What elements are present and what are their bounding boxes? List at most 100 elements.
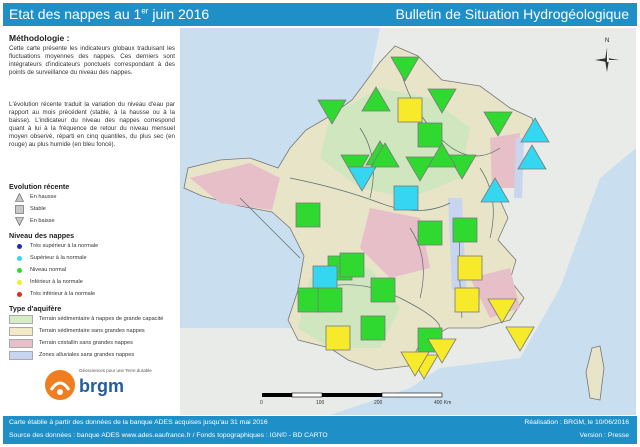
triangle-down-icon bbox=[15, 216, 24, 226]
footer-version: Version : Presse bbox=[579, 432, 630, 439]
indicator-triangle-down bbox=[317, 99, 347, 125]
zone-cristallin bbox=[490, 133, 520, 188]
indicator-triangle-down bbox=[400, 351, 430, 377]
title-main: Etat des nappes au 1 bbox=[9, 6, 142, 22]
indicator-square bbox=[452, 217, 478, 243]
legend-label: Supérieur à la normale bbox=[30, 255, 87, 261]
legend-niveau-superieur: Supérieur à la normale bbox=[15, 253, 87, 263]
corsica bbox=[585, 345, 605, 401]
indicator-triangle-up bbox=[427, 142, 457, 168]
footer-realisation: Réalisation : BRGM, le 10/06/2016 bbox=[524, 419, 629, 426]
zone-cristallin bbox=[360, 208, 430, 278]
indicator-square bbox=[457, 255, 483, 281]
page-title: Etat des nappes au 1er juin 2016 bbox=[9, 6, 209, 22]
indicator-markers bbox=[295, 56, 550, 380]
indicator-square bbox=[454, 287, 480, 313]
bulletin-subtitle: Bulletin de Situation Hydrogéologique bbox=[395, 6, 630, 22]
legend-label: Inférieur à la normale bbox=[30, 279, 83, 285]
indicator-triangle-down bbox=[347, 166, 377, 192]
scale-tick-100: 100 bbox=[316, 400, 325, 406]
footer-source: Source des données : banque ADES www.ade… bbox=[9, 432, 328, 439]
map-panel: N 0 100 200 400 Km bbox=[180, 28, 636, 415]
indicator-triangle-down bbox=[505, 326, 535, 352]
legend-aquifere-sedimentaire: Terrain sédimentaire sans grandes nappes bbox=[9, 326, 145, 336]
indicator-square bbox=[370, 277, 396, 303]
zone-cristallin bbox=[190, 163, 280, 210]
legend-niveau-normal: Niveau normal bbox=[15, 265, 66, 275]
triangle-up-icon bbox=[15, 192, 24, 202]
scale-bar-graphic bbox=[262, 392, 443, 398]
legend-niveau-tres-superieur: Très supérieur à la normale bbox=[15, 241, 98, 251]
scale-tick-0: 0 bbox=[260, 400, 263, 406]
title-superscript: er bbox=[141, 6, 149, 16]
legend-label: Terrain cristallin sans grandes nappes bbox=[39, 340, 133, 346]
evolution-legend-title: Evolution récente bbox=[9, 182, 70, 191]
title-bar: Etat des nappes au 1er juin 2016 Bulleti… bbox=[3, 3, 637, 26]
indicator-square bbox=[325, 325, 351, 351]
cyan-dot-icon bbox=[17, 255, 22, 261]
aquifer-swatch bbox=[9, 314, 33, 324]
indicator-triangle-up bbox=[480, 177, 510, 203]
scale-tick-400: 400 Km bbox=[434, 400, 452, 406]
legend-label: Zones alluviales sans grandes nappes bbox=[39, 352, 135, 358]
aquifer-swatch bbox=[9, 326, 33, 336]
legend-evolution-stable: Stable bbox=[15, 204, 46, 214]
north-arrow: N bbox=[593, 38, 621, 78]
indicator-triangle-down bbox=[427, 88, 457, 114]
aquifer-swatch bbox=[9, 350, 33, 360]
yellow-dot-icon bbox=[17, 279, 22, 285]
indicator-square bbox=[312, 265, 338, 291]
legend-aquifere-grande-capacite: Terrain sédimentaire à nappes de grande … bbox=[9, 314, 163, 324]
compass-icon bbox=[595, 48, 619, 72]
square-icon bbox=[15, 204, 24, 214]
legend-evolution-hausse: En hausse bbox=[15, 192, 56, 202]
legend-niveau-tres-inferieur: Très inférieur à la normale bbox=[15, 289, 95, 299]
indicator-triangle-up bbox=[520, 117, 550, 143]
red-dot-icon bbox=[17, 291, 22, 297]
brgm-tagline: Géosciences pour une Terre durable bbox=[79, 368, 152, 373]
scale-bar: 0 100 200 400 Km bbox=[260, 391, 462, 409]
legend-evolution-baisse: En baisse bbox=[15, 216, 55, 226]
indicator-triangle-down bbox=[405, 156, 435, 182]
indicator-square bbox=[339, 252, 365, 278]
indicator-triangle-up bbox=[517, 144, 547, 170]
methodology-paragraph-2: L'évolution récente traduit la variation… bbox=[9, 101, 175, 148]
brgm-logo-icon bbox=[45, 370, 75, 400]
legend-sidebar: Méthodologie : Cette carte présente les … bbox=[3, 28, 179, 415]
indicator-square bbox=[317, 287, 343, 313]
legend-niveau-inferieur: Inférieur à la normale bbox=[15, 277, 83, 287]
methodology-title: Méthodologie : bbox=[9, 33, 70, 43]
indicator-square bbox=[393, 185, 419, 211]
indicator-square bbox=[295, 202, 321, 228]
north-label: N bbox=[605, 38, 610, 44]
france-map bbox=[180, 28, 636, 415]
niveau-legend-title: Niveau des nappes bbox=[9, 231, 75, 240]
indicator-square bbox=[417, 220, 443, 246]
legend-label: Terrain sédimentaire sans grandes nappes bbox=[39, 328, 145, 334]
legend-label: En baisse bbox=[30, 218, 55, 224]
green-dot-icon bbox=[17, 267, 22, 273]
indicator-triangle-up bbox=[361, 86, 391, 112]
indicator-triangle-up bbox=[370, 142, 400, 168]
indicator-square bbox=[360, 315, 386, 341]
indicator-triangle-down bbox=[487, 298, 517, 324]
methodology-paragraph-1: Cette carte présente les indicateurs glo… bbox=[9, 45, 175, 76]
legend-label: Très supérieur à la normale bbox=[30, 243, 99, 249]
indicator-triangle-down bbox=[427, 338, 457, 364]
legend-aquifere-alluviales: Zones alluviales sans grandes nappes bbox=[9, 350, 134, 360]
legend-label: En hausse bbox=[30, 194, 57, 200]
legend-label: Niveau normal bbox=[30, 267, 67, 273]
indicator-triangle-down bbox=[390, 56, 420, 82]
scale-tick-200: 200 bbox=[374, 400, 383, 406]
indicator-square bbox=[397, 97, 423, 123]
legend-label: Très inférieur à la normale bbox=[30, 291, 96, 297]
brgm-logo: Géosciences pour une Terre durable brgm bbox=[43, 366, 163, 406]
indicator-square bbox=[417, 122, 443, 148]
legend-aquifere-cristallin: Terrain cristallin sans grandes nappes bbox=[9, 338, 133, 348]
legend-label: Terrain sédimentaire à nappes de grande … bbox=[39, 316, 164, 322]
footer-data-note: Carte établie à partir des données de la… bbox=[9, 419, 268, 426]
indicator-triangle-down bbox=[483, 111, 513, 137]
blue-dot-icon bbox=[17, 243, 22, 249]
aquifere-legend-title: Type d'aquifère bbox=[9, 304, 62, 313]
footer-bar: Carte établie à partir des données de la… bbox=[3, 416, 637, 444]
